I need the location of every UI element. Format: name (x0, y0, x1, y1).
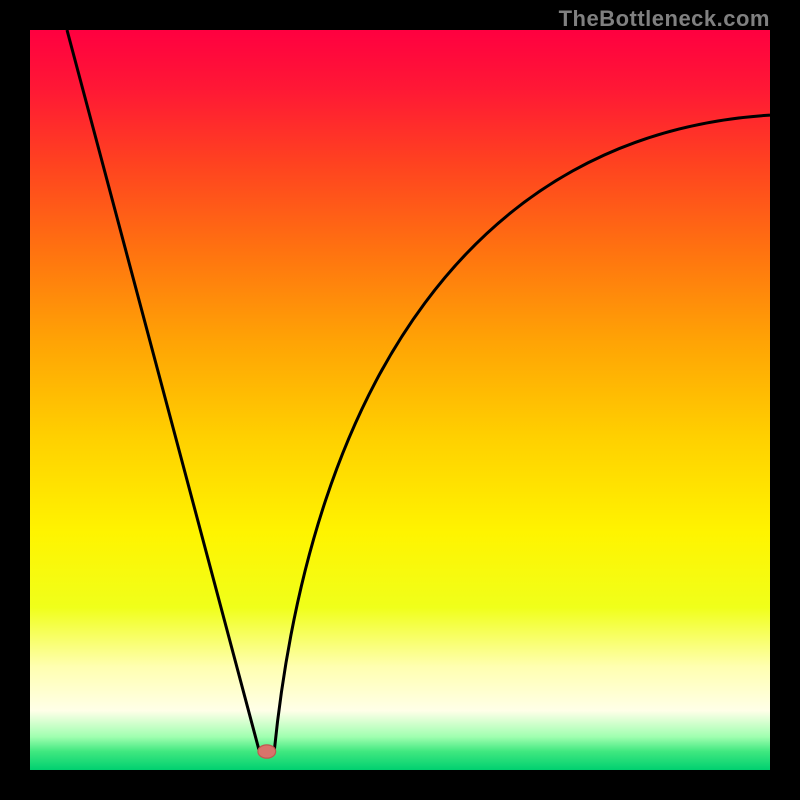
chart-frame: TheBottleneck.com (0, 0, 800, 800)
watermark-text: TheBottleneck.com (559, 6, 770, 32)
plot-area (30, 30, 770, 770)
gradient-background (30, 30, 770, 770)
minimum-marker (258, 745, 276, 758)
plot-svg (30, 30, 770, 770)
